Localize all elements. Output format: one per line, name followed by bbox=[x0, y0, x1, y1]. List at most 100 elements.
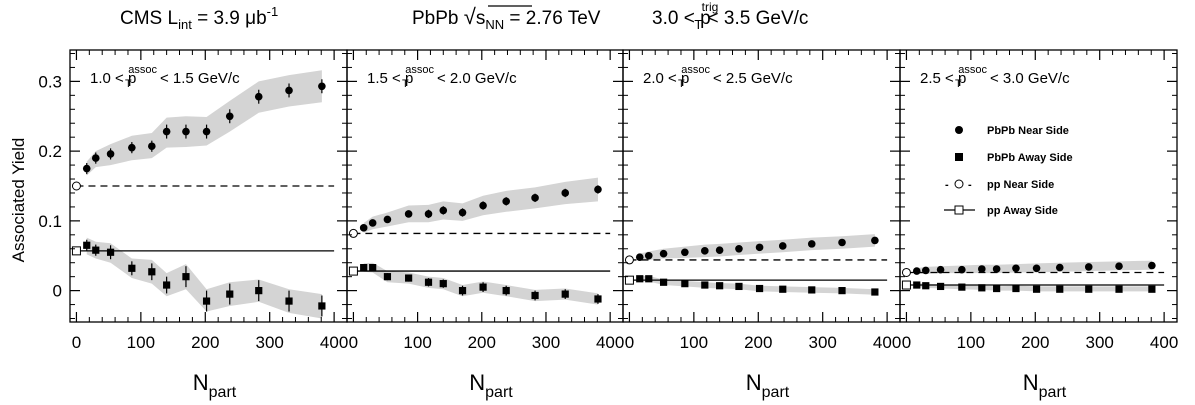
near-side-point bbox=[225, 112, 234, 121]
panel-2: 0 100 200 300 400 1.5 < passoc T < 2.0 GeV/c Np… bbox=[346, 49, 624, 401]
away-side-point bbox=[808, 286, 816, 294]
near-side-point bbox=[659, 249, 668, 258]
near-side-point bbox=[755, 243, 764, 252]
near-side-point bbox=[502, 197, 510, 206]
legend-dash-right: - bbox=[968, 179, 972, 191]
near-side-point bbox=[958, 265, 966, 274]
x-tick-label: 200 bbox=[1021, 333, 1049, 352]
x-tick-label: 0 bbox=[72, 333, 81, 352]
x-tick-label: 100 bbox=[127, 333, 155, 352]
near-side-point bbox=[992, 265, 1001, 273]
near-side-point bbox=[318, 82, 326, 91]
near-side-point bbox=[424, 210, 433, 218]
near-side-point bbox=[202, 127, 211, 136]
away-side-point bbox=[318, 302, 326, 310]
away-side-point bbox=[226, 290, 234, 298]
panel-label-sub: T bbox=[402, 78, 409, 90]
away-side-point bbox=[871, 288, 879, 296]
panel-plot-area bbox=[71, 70, 335, 319]
panel-label-sup: assoc bbox=[405, 64, 434, 76]
near-side-point bbox=[936, 265, 945, 274]
sqrt-sub: NN bbox=[485, 17, 504, 32]
away-side-point bbox=[83, 241, 91, 249]
panel-plot-area bbox=[624, 234, 888, 296]
near-side-point bbox=[359, 224, 368, 232]
away-side-point bbox=[913, 281, 921, 289]
near-side-point bbox=[715, 246, 724, 254]
x-axis-label-sub: part bbox=[209, 384, 237, 401]
lumi-sup: -1 bbox=[267, 4, 279, 19]
away-side-point bbox=[1032, 285, 1041, 293]
pp-away-marker bbox=[624, 275, 634, 285]
lumi-prefix: CMS L bbox=[120, 8, 178, 29]
panel-label-sub: T bbox=[678, 78, 685, 90]
near-side-point bbox=[838, 238, 846, 247]
pp-near-marker bbox=[624, 255, 634, 265]
away-side-point bbox=[405, 274, 413, 282]
panel-label-sub: T bbox=[125, 78, 132, 90]
y-axis-label: Associated Yield bbox=[9, 138, 28, 263]
away-side-point bbox=[978, 284, 986, 292]
luminosity-title: CMS Lint = 3.9 μb-1 bbox=[120, 4, 278, 32]
panel-pt-label: 2.0 < passoc T < 2.5 GeV/c bbox=[643, 64, 793, 90]
x-tick-label: 300 bbox=[532, 333, 560, 352]
near-side-point bbox=[128, 143, 136, 152]
away-side-point bbox=[1115, 285, 1123, 293]
near-side-point bbox=[162, 127, 171, 136]
x-tick-label: 300 bbox=[809, 333, 837, 352]
legend: PbPb Near Side PbPb Away Side - - pp Nea… bbox=[944, 125, 1073, 217]
away-side-point bbox=[163, 281, 171, 289]
near-side-point bbox=[254, 92, 263, 101]
near-side-point bbox=[921, 266, 930, 275]
near-side-point bbox=[978, 265, 986, 273]
near-side-point bbox=[383, 215, 392, 224]
trig-lo: 3.0 < p bbox=[652, 8, 711, 29]
x-tick-label: 100 bbox=[680, 333, 708, 352]
trig-sup: trig bbox=[702, 0, 719, 14]
near-side-point bbox=[91, 154, 100, 162]
away-side-point bbox=[479, 283, 487, 291]
away-side-point bbox=[681, 280, 689, 288]
trig-sub: T bbox=[694, 17, 702, 32]
away-side-point bbox=[993, 284, 1001, 293]
near-side-point bbox=[681, 248, 689, 257]
near-side-point bbox=[479, 201, 487, 210]
away-side-point bbox=[128, 264, 136, 272]
x-tick-label: 100 bbox=[403, 333, 431, 352]
legend-away-pbpb: PbPb Away Side bbox=[987, 152, 1073, 164]
energy-value: = 2.76 TeV bbox=[504, 8, 601, 29]
near-side-point bbox=[594, 185, 602, 194]
x-axis-label-sub: part bbox=[762, 384, 790, 401]
away-side-point bbox=[285, 297, 293, 305]
sqrt-symbol: √ bbox=[464, 4, 477, 29]
near-side-point bbox=[644, 251, 653, 260]
near-side-point bbox=[1115, 262, 1123, 271]
near-side-point bbox=[106, 150, 115, 158]
away-side-point bbox=[659, 278, 668, 286]
away-side-point bbox=[1148, 285, 1156, 293]
legend-near-pp: pp Near Side bbox=[987, 179, 1054, 191]
panel-pt-label: 1.0 < passoc T < 1.5 GeV/c bbox=[90, 64, 240, 90]
panel-label-sub: T bbox=[955, 78, 962, 90]
away-side-point bbox=[383, 273, 392, 281]
away-side-point bbox=[735, 282, 743, 291]
near-side-point bbox=[635, 253, 644, 261]
away-side-point bbox=[755, 284, 764, 293]
x-tick-label: 100 bbox=[957, 333, 985, 352]
x-axis-label: Npart bbox=[469, 370, 513, 401]
away-side-point bbox=[182, 273, 190, 281]
near-side-point bbox=[182, 127, 190, 136]
panel-3: 0 100 200 300 400 2.0 < passoc T < 2.5 GeV/c Np… bbox=[622, 49, 901, 401]
panel-label-hi: < 2.5 GeV/c bbox=[709, 70, 793, 87]
panel-label-lo: 2.5 < p bbox=[920, 70, 966, 87]
y-tick-label: 0.2 bbox=[38, 142, 62, 161]
away-side-point bbox=[922, 282, 930, 290]
legend-dash-left: - bbox=[945, 179, 949, 191]
near-side-point bbox=[701, 247, 709, 255]
panel-label-lo: 2.0 < p bbox=[643, 70, 689, 87]
x-axis-label-sub: part bbox=[485, 384, 513, 401]
away-side-point bbox=[779, 285, 787, 293]
near-side-point bbox=[1084, 263, 1093, 271]
panel-4: 0 100 200 300 400 2.5 < passoc T < 3.0 GeV/c Np… bbox=[899, 49, 1178, 401]
